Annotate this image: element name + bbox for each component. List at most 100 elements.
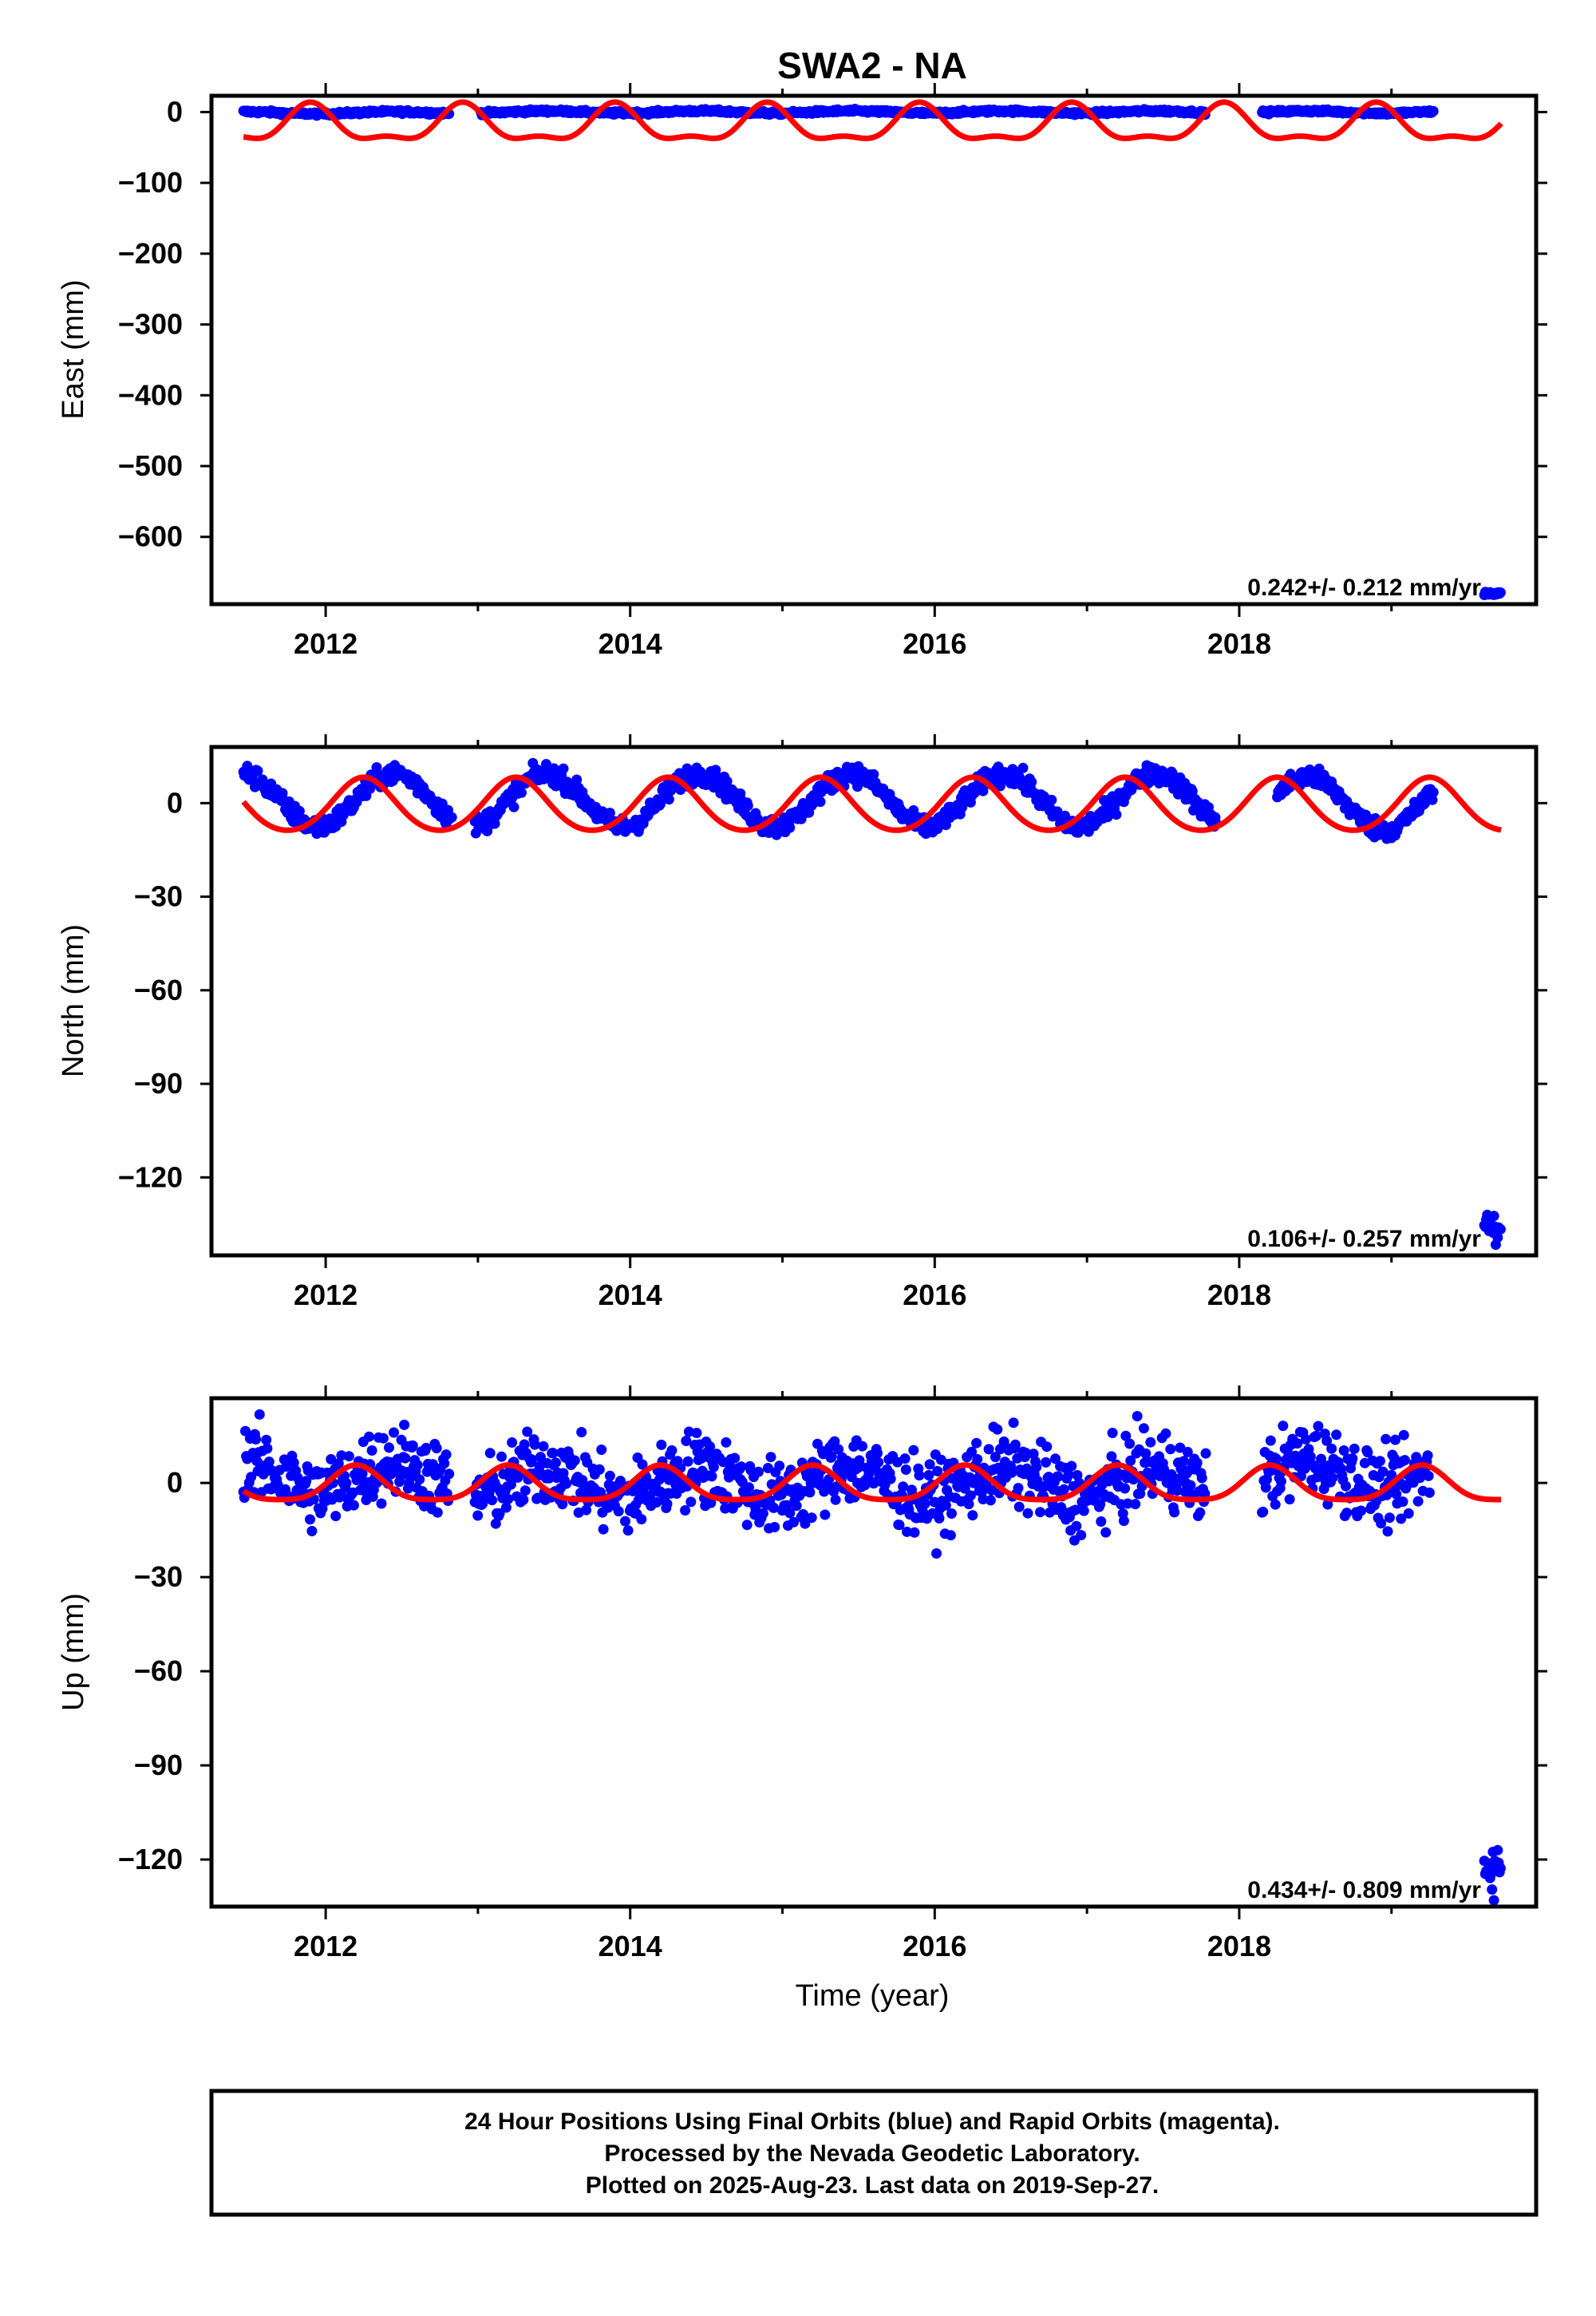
up-data-point (1278, 1421, 1289, 1432)
up-data-point (1341, 1480, 1351, 1492)
up-data-point (829, 1436, 840, 1447)
up-data-point (1422, 1450, 1433, 1461)
up-data-point (1120, 1483, 1131, 1494)
up-data-point (894, 1520, 905, 1531)
up-data-point (1071, 1520, 1082, 1531)
up-xtick-label: 2018 (1207, 1930, 1271, 1962)
north-ytick-label: −60 (134, 974, 183, 1006)
up-data-point (357, 1468, 368, 1480)
north-data-point (516, 787, 527, 798)
north-frame (209, 745, 1539, 1258)
up-data-point (472, 1510, 484, 1521)
up-data-point (407, 1440, 418, 1451)
up-data-point (518, 1494, 529, 1505)
up-data-point (708, 1461, 719, 1472)
up-data-point (806, 1512, 817, 1524)
north-data-point (1488, 1211, 1499, 1222)
up-data-point (1013, 1501, 1025, 1512)
up-data-point (1160, 1428, 1171, 1439)
up-ytick-label: −30 (134, 1560, 183, 1593)
up-data-point (1382, 1526, 1393, 1537)
up-data-point (1322, 1499, 1333, 1510)
up-frame (209, 1396, 1539, 1909)
up-data-point (439, 1458, 450, 1469)
footer-line-2: Processed by the Nevada Geodetic Laborat… (604, 2140, 1140, 2167)
up-data-point (414, 1474, 425, 1485)
up-data-point (1316, 1453, 1326, 1464)
north-data-point (571, 774, 583, 785)
up-data-point (594, 1464, 605, 1475)
up-data-point (1035, 1507, 1045, 1518)
east-ytick-label: −100 (118, 166, 183, 199)
up-data-point (1031, 1461, 1042, 1472)
up-data-point (547, 1448, 559, 1459)
east-xtick-label: 2018 (1207, 627, 1271, 660)
up-data-point (978, 1494, 989, 1504)
up-data-point (971, 1437, 982, 1448)
up-data-point (1196, 1472, 1207, 1484)
up-data-point (543, 1472, 555, 1484)
north-ylabel: North (mm) (57, 924, 90, 1077)
east-data-point (1495, 587, 1506, 598)
up-data-point (1182, 1446, 1193, 1457)
up-data-point (985, 1495, 996, 1506)
up-data-point (1191, 1457, 1203, 1468)
up-data-point (1006, 1467, 1017, 1478)
up-data-point (281, 1461, 292, 1472)
up-data-point (1270, 1453, 1282, 1464)
up-data-point (1078, 1505, 1089, 1516)
up-data-point (753, 1466, 764, 1477)
up-data-point (1396, 1513, 1407, 1524)
up-data-point (613, 1506, 624, 1517)
up-data-point (1013, 1483, 1024, 1494)
up-data-point (431, 1443, 442, 1454)
up-data-point (857, 1441, 867, 1452)
up-data-point (1384, 1512, 1395, 1524)
up-data-point (598, 1524, 609, 1535)
up-data-point (503, 1493, 514, 1504)
up-data-point (972, 1454, 983, 1464)
up-observed-series (238, 1409, 1506, 1906)
north-rate-label: 0.106+/- 0.257 mm/yr (1247, 1226, 1481, 1252)
up-data-point (1118, 1516, 1129, 1527)
north-data-point (721, 776, 733, 787)
north-ytick-label: 0 (167, 786, 183, 819)
up-data-point (1292, 1438, 1303, 1449)
up-data-point (804, 1487, 816, 1498)
north-data-point (1492, 1232, 1503, 1243)
up-data-point (729, 1452, 741, 1464)
north-data-point (1427, 794, 1438, 805)
up-data-point (1258, 1506, 1269, 1517)
up-data-point (1125, 1455, 1136, 1466)
up-data-point (637, 1459, 648, 1470)
up-data-point (932, 1465, 943, 1476)
up-data-point (685, 1496, 697, 1508)
up-data-point (1066, 1460, 1077, 1472)
up-panel: 0−30−60−90−120 2012 2014 2016 2018 Up (mm) … (57, 1385, 1547, 1962)
chart-title: SWA2 - NA (777, 45, 967, 86)
up-data-point (908, 1445, 919, 1456)
north-data-point (1017, 762, 1029, 773)
up-data-point (654, 1474, 665, 1485)
up-data-point (682, 1456, 693, 1467)
up-data-point (364, 1431, 374, 1442)
north-plot-area (238, 757, 1506, 1251)
footer-box: 24 Hour Positions Using Final Orbits (bl… (209, 2089, 1539, 2217)
up-data-point (681, 1436, 692, 1446)
up-data-point (1326, 1443, 1337, 1454)
up-data-point (1284, 1494, 1295, 1505)
up-data-point (1492, 1844, 1503, 1856)
footer-line-1: 24 Hour Positions Using Final Orbits (bl… (464, 2109, 1280, 2135)
up-data-point (1391, 1488, 1402, 1500)
up-data-point (1305, 1451, 1316, 1462)
up-data-point (1300, 1434, 1311, 1445)
north-y-axis: 0 −30 −60 −90 −120 (118, 786, 1547, 1193)
up-data-point (983, 1444, 994, 1455)
north-observed-series (238, 757, 1506, 1251)
north-data-point (371, 762, 382, 773)
up-data-point (1260, 1482, 1271, 1493)
up-data-point (1341, 1508, 1353, 1519)
north-data-point (508, 801, 519, 812)
north-data-point (558, 763, 569, 774)
up-data-point (348, 1500, 359, 1511)
